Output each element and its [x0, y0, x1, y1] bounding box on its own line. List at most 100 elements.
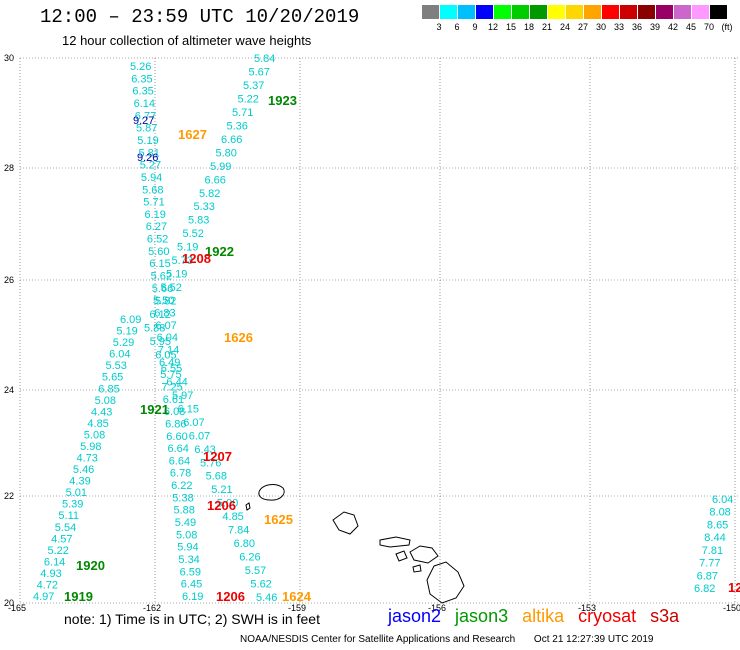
- track-b-value: 6.61: [163, 394, 184, 406]
- track-b-value: 6.64: [168, 443, 189, 455]
- colorbar-label: 33: [613, 22, 624, 32]
- lat-tick-label: 22: [4, 491, 14, 501]
- track-b-value: 6.14: [134, 98, 155, 110]
- track-c-value: 4.93: [40, 568, 61, 580]
- track-b-value: 6.04: [157, 332, 178, 344]
- time-label-cryosat: 1206: [728, 580, 740, 595]
- track-b-value: 5.27: [140, 160, 161, 172]
- time-label-altika: 1626: [224, 330, 253, 345]
- track-c-value: 4.43: [91, 406, 112, 418]
- lat-tick-label: 30: [4, 53, 14, 63]
- track-a-value: 5.46: [256, 592, 277, 604]
- track-a-value: 5.82: [199, 188, 220, 200]
- track-b-value: 6.19: [145, 209, 166, 221]
- track-b-value: 6.27: [146, 221, 167, 233]
- credit-timestamp: Oct 21 12:27:39 UTC 2019: [533, 634, 654, 645]
- track-b-value: 7.14: [158, 345, 179, 357]
- track-b-value: 6.86: [165, 418, 186, 430]
- track-a-value: 5.84: [254, 53, 275, 65]
- track-b-value: 5.60: [148, 246, 169, 258]
- track-a-value: 5.36: [227, 120, 248, 132]
- track-a-value: 5.97: [172, 390, 193, 402]
- track-b-value: 5.62: [151, 271, 172, 283]
- track-a-value: 6.55: [161, 363, 182, 375]
- legend-cryosat: cryosat: [578, 606, 637, 626]
- track-b-value: 5.38: [172, 492, 193, 504]
- track-a-value: 5.37: [243, 80, 264, 92]
- colorbar-label: 12: [487, 22, 498, 32]
- track-a-value: 5.88: [144, 323, 165, 335]
- track-b-value: 6.49: [159, 357, 180, 369]
- island-oahu: [332, 511, 359, 535]
- island-molokai: [379, 536, 411, 548]
- legend-jason3: jason3: [455, 606, 509, 626]
- colorbar-label: 3: [436, 22, 442, 32]
- time-label-cryosat: 1206: [216, 589, 245, 604]
- track-c-value: 6.09: [120, 314, 141, 326]
- track-b-value: 6.07: [155, 320, 176, 332]
- track-b-value: 5.08: [176, 529, 197, 541]
- legend-s3a: s3a: [650, 606, 680, 626]
- track-b-value: 5.87: [136, 123, 157, 135]
- track-c-value: 4.57: [51, 533, 72, 545]
- colorbar-swatch: [476, 5, 493, 19]
- track-b-value: 6.45: [181, 579, 202, 591]
- track-a-value: 5.33: [194, 201, 215, 213]
- lat-tick-label: 20: [4, 598, 14, 608]
- track-c-value: 5.65: [102, 372, 123, 384]
- footer-note: note: 1) Time is in UTC; 2) SWH is in fe…: [64, 611, 320, 627]
- track-b-value: 5.49: [175, 517, 196, 529]
- track-c-value: 5.22: [48, 545, 69, 557]
- track-b-value: 6.22: [171, 480, 192, 492]
- track-b-value: 6.77: [135, 110, 156, 122]
- track-b-value: 6.35: [131, 73, 152, 85]
- time-label-jason3: 1921: [140, 402, 169, 417]
- track-a-value: 5.22: [238, 93, 259, 105]
- colorbar-swatch: [710, 5, 727, 19]
- lat-lon-grid: [19, 57, 740, 604]
- track-b-value: 6.52: [147, 234, 168, 246]
- track-b-value: 5.94: [177, 542, 198, 554]
- track-a-value: 5.95: [150, 336, 171, 348]
- colorbar-label: 15: [505, 22, 516, 32]
- colorbar-swatch: [566, 5, 583, 19]
- track-a-value: 5.57: [245, 565, 266, 577]
- track-right-value: 6.87: [697, 570, 718, 582]
- time-label-jason3: 1923: [268, 93, 297, 108]
- track-b-value: 6.59: [180, 566, 201, 578]
- track-a-value: 6.43: [194, 444, 215, 456]
- track-a-value: 5.67: [249, 67, 270, 79]
- track-c-value: 6.85: [98, 383, 119, 395]
- track-b-value: 5.94: [141, 172, 162, 184]
- colorbar-label: 9: [472, 22, 478, 32]
- colorbar-swatch: [692, 5, 709, 19]
- track-c-value: 4.39: [69, 476, 90, 488]
- track-c-value: 5.46: [73, 464, 94, 476]
- track-a-value: 5.21: [211, 484, 232, 496]
- track-a-value: 6.80: [234, 538, 255, 550]
- track-c-value: 4.72: [37, 580, 58, 592]
- track-a-value: 5.00: [217, 498, 238, 510]
- colorbar-label: 70: [703, 22, 714, 32]
- track-a-value: 6.26: [239, 552, 260, 564]
- colorbar-label: 6: [454, 22, 460, 32]
- island-kauai: [258, 484, 285, 501]
- track-dark-value: 9.27: [133, 115, 154, 127]
- lon-tick-label: -150: [723, 603, 740, 613]
- page-title: 12:00 – 23:59 UTC 10/20/2019: [40, 6, 360, 28]
- island-lanai: [395, 550, 408, 562]
- time-label-jason3: 1920: [76, 558, 105, 573]
- island-niihau: [245, 502, 251, 511]
- track-right-value: 6.04: [712, 494, 733, 506]
- pass-time-labels: 1923 1922 1921 1920 1919 1627 1626 1625 1624 1208…: [64, 93, 740, 604]
- time-label-altika: 1627: [178, 127, 207, 142]
- track-dark-value: 9.26: [137, 152, 158, 164]
- colorbar-label: 18: [523, 22, 534, 32]
- track-b-value: 6.15: [149, 258, 170, 270]
- colorbar-swatch: [512, 5, 529, 19]
- colorbar-swatch: [620, 5, 637, 19]
- hawaii-islands: [245, 484, 465, 604]
- track-c-value: 5.01: [66, 487, 87, 499]
- track-b-value: 6.35: [132, 86, 153, 98]
- track-a-value: 6.05: [155, 350, 176, 362]
